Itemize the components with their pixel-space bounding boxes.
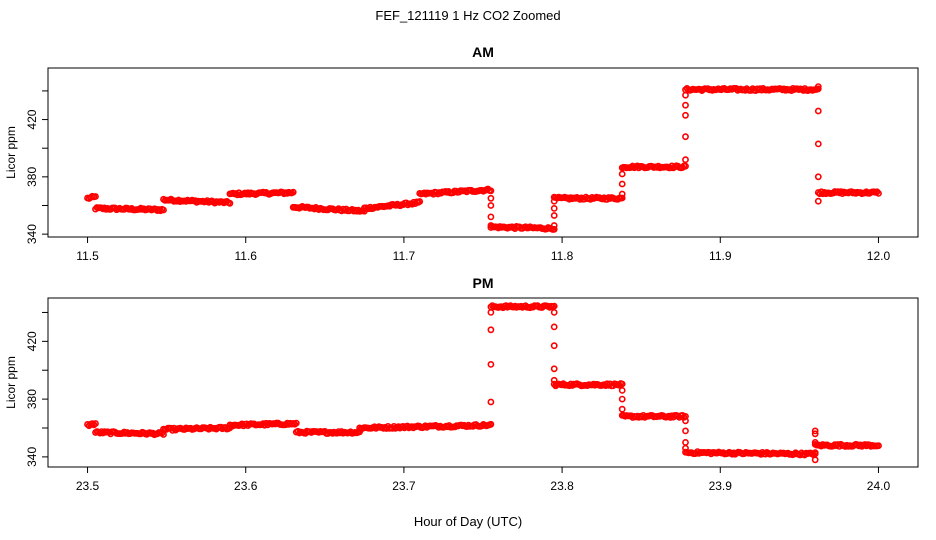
data-point [682, 111, 689, 119]
data-point [487, 360, 495, 368]
data-point [487, 194, 495, 202]
figure-title: FEF_121119 1 Hz CO2 Zoomed [375, 8, 561, 23]
plot-frame [47, 297, 919, 468]
x-tick-label: 11.8 [551, 249, 574, 263]
data-point [682, 156, 689, 164]
data-point [618, 386, 626, 394]
data-point [618, 190, 626, 198]
data-point [875, 189, 882, 197]
data-point [618, 405, 626, 413]
data-point [682, 133, 689, 141]
y-axis-label: Licor ppm [4, 356, 18, 409]
data-series [84, 302, 882, 464]
data-point [550, 365, 558, 373]
data-point [550, 302, 558, 310]
panel-title: PM [473, 275, 494, 291]
y-tick-label: 420 [25, 331, 39, 351]
data-point [416, 198, 424, 205]
data-point [618, 380, 626, 388]
panel-title: AM [472, 44, 494, 60]
data-point [682, 438, 689, 446]
data-point [814, 85, 822, 93]
x-tick-label: 23.6 [234, 479, 258, 493]
data-point [682, 412, 689, 420]
data-point [814, 140, 822, 148]
data-point [811, 456, 819, 464]
data-point [550, 225, 558, 233]
x-tick-label: 24.0 [867, 479, 891, 493]
x-tick-label: 11.7 [393, 249, 416, 263]
data-point [550, 323, 558, 331]
data-point [92, 193, 99, 200]
data-point [289, 188, 297, 196]
data-point [618, 194, 626, 202]
data-point [682, 91, 689, 99]
y-tick-label: 340 [25, 224, 39, 244]
data-point [618, 395, 626, 403]
data-point [487, 222, 495, 229]
data-point [92, 420, 99, 427]
y-tick-label: 340 [25, 447, 39, 467]
data-point [550, 308, 558, 316]
y-tick-label: 380 [25, 167, 39, 187]
x-tick-label: 11.6 [234, 249, 257, 263]
x-tick-label: 23.5 [76, 479, 100, 493]
panel-pm: PM 23.5 23.6 23.7 23.8 23.9 24.0 340 380 420 Licor… [4, 275, 919, 493]
data-point [811, 427, 819, 435]
data-point [487, 213, 495, 221]
data-point [682, 427, 689, 435]
data-point [682, 444, 689, 452]
data-point [618, 180, 626, 188]
panel-am: AM 11.5 11.6 11.7 11.8 11.9 12.0 340 380 420 Licor… [4, 44, 919, 263]
data-point [487, 326, 495, 334]
x-tick-label: 23.7 [392, 479, 416, 493]
data-point [550, 197, 558, 205]
data-point [814, 173, 822, 181]
x-tick-label: 11.9 [709, 249, 732, 263]
data-series [84, 83, 882, 233]
data-point [875, 442, 882, 450]
y-axis-label: Licor ppm [4, 126, 18, 179]
data-point [550, 376, 558, 384]
data-point [550, 204, 558, 212]
data-point [811, 430, 819, 438]
x-tick-label: 23.8 [550, 479, 574, 493]
data-point [618, 170, 626, 178]
data-point [550, 222, 558, 229]
data-point [550, 212, 558, 219]
y-tick-label: 380 [25, 389, 39, 409]
data-point [814, 83, 822, 90]
data-point [160, 206, 167, 214]
x-tick-label: 11.5 [76, 249, 99, 263]
plot-frame [47, 67, 919, 238]
data-point [550, 342, 558, 350]
data-point [814, 107, 822, 115]
data-point [487, 202, 495, 209]
data-point [682, 162, 689, 170]
data-point [487, 398, 495, 406]
data-point [682, 101, 689, 109]
x-tick-label: 23.9 [709, 479, 733, 493]
data-point [814, 197, 822, 205]
data-point [226, 199, 234, 207]
x-axis-title: Hour of Day (UTC) [413, 514, 523, 529]
data-point [811, 449, 819, 456]
data-point [292, 419, 300, 427]
x-tick-label: 12.0 [867, 249, 891, 263]
data-point [811, 438, 819, 446]
data-point [487, 187, 495, 195]
data-point [487, 308, 495, 316]
y-tick-label: 420 [25, 109, 39, 129]
data-point [487, 420, 495, 428]
data-point [682, 417, 689, 425]
